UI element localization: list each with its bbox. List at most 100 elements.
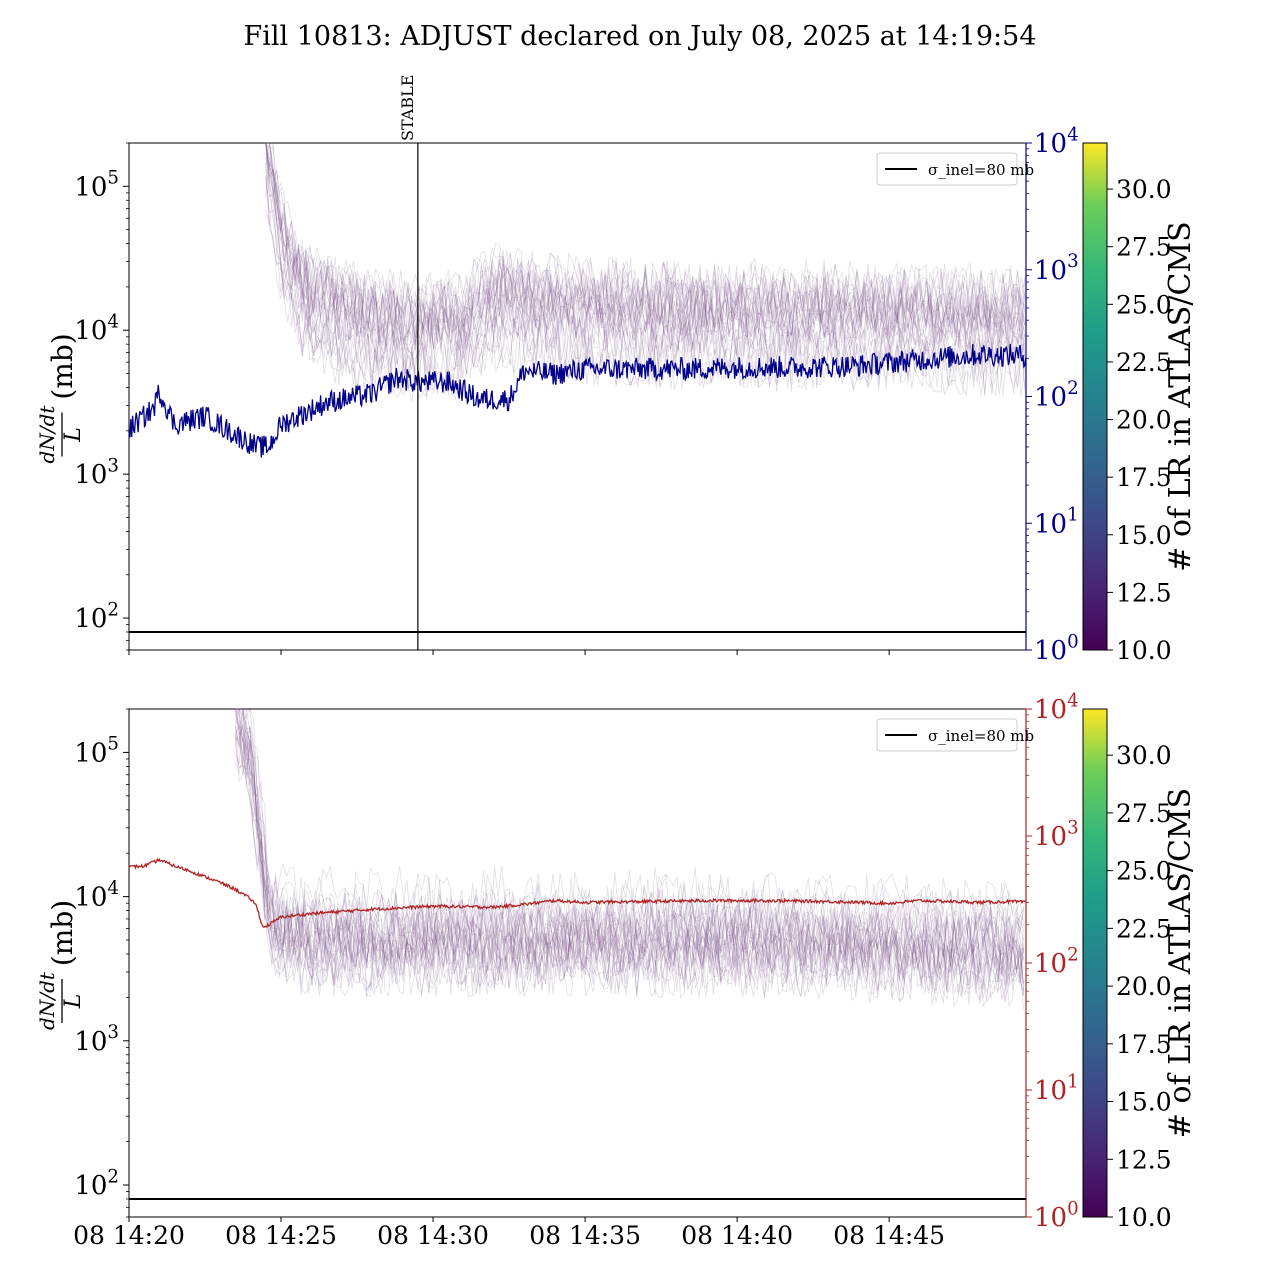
- bundle-line: [235, 710, 1024, 991]
- panel-bottom: 08 14:20 08 14:25 08 14:30 08 14:35 08 14:40…: [35, 690, 1079, 1250]
- right-y-tick-label: 100: [1034, 1198, 1079, 1233]
- bundle-line: [265, 142, 1026, 333]
- colorbar-label: # of LR in ATLAS/CMS: [1163, 221, 1198, 571]
- bundle-line: [265, 142, 1026, 333]
- legend-bottom: σ_inel=80 mb: [876, 718, 1034, 752]
- bundle-line: [235, 708, 1024, 971]
- x-tick-label: 08 14:30: [377, 1221, 489, 1250]
- colorbar-tick-label: 12.5: [1116, 1145, 1172, 1174]
- bundle-line: [235, 707, 1024, 940]
- colorbar-tick-label: 20.0: [1116, 406, 1172, 435]
- bundle-line: [265, 142, 1026, 354]
- colorbar-tick-label: 10.0: [1116, 1203, 1172, 1232]
- right-y-tick-label: 101: [1034, 1071, 1079, 1106]
- bundle-line: [235, 708, 1024, 978]
- y-tick-label: 103: [74, 1022, 119, 1057]
- y-ticks-right-bottom: 100 101 102 103 104: [1025, 690, 1079, 1233]
- colorbar-tick-label: 25.0: [1116, 290, 1172, 319]
- chart-title: Fill 10813: ADJUST declared on July 08, …: [244, 21, 1037, 52]
- colorbar-tick-label: 20.0: [1116, 972, 1172, 1001]
- colorbar-top: 10.0 12.5 15.0 17.5 20.0 22.5 25.0 27.5 30.0 # of…: [1082, 142, 1198, 665]
- y-tick-label: 103: [74, 455, 119, 490]
- right-y-tick-label: 104: [1034, 690, 1079, 725]
- x-tick-label: 08 14:40: [681, 1221, 793, 1250]
- colorbar-label: # of LR in ATLAS/CMS: [1163, 788, 1198, 1138]
- bundle-lines-bottom: [235, 707, 1024, 1010]
- bundle-line: [235, 737, 1024, 1008]
- x-ticks-top: [128, 650, 890, 655]
- colorbar-tick-label: 15.0: [1116, 521, 1172, 550]
- y-ticks-left-bottom: 102 103 104 105: [74, 708, 129, 1218]
- bundle-line: [235, 708, 1024, 982]
- bundle-line: [235, 708, 1024, 978]
- stable-label: STABLE: [398, 75, 417, 141]
- right-y-tick-label: 101: [1034, 505, 1079, 540]
- bundle-line: [235, 708, 1024, 947]
- bundle-line: [265, 177, 1026, 401]
- bundle-line: [235, 714, 1024, 994]
- bundle-line: [235, 708, 1024, 980]
- right-y-tick-label: 102: [1034, 944, 1079, 979]
- plot-area-bottom: [128, 708, 1027, 1218]
- bundle-line: [265, 142, 1026, 347]
- bundle-line: [235, 725, 1024, 981]
- bundle-line: [265, 142, 1026, 346]
- bundle-line: [265, 152, 1026, 395]
- legend-top: σ_inel=80 mb: [876, 152, 1034, 186]
- series-line-bottom: [128, 857, 1026, 928]
- bundle-line: [235, 708, 1024, 958]
- bundle-line: [235, 708, 1024, 969]
- bundle-line: [265, 142, 1026, 359]
- bundle-line: [265, 142, 1025, 356]
- colorbar-tick-label: 17.5: [1116, 1030, 1172, 1059]
- bundle-line: [235, 708, 1024, 961]
- right-y-tick-label: 103: [1034, 817, 1079, 852]
- colorbar-tick-label: 12.5: [1116, 578, 1172, 607]
- bundle-line: [265, 142, 1026, 345]
- bundle-line: [235, 708, 1024, 974]
- colorbar-tick-label: 10.0: [1116, 636, 1172, 665]
- y-axis-label-top: dN/dtL(mb): [35, 333, 86, 463]
- bundle-line: [265, 153, 1026, 346]
- colorbar-tick-label: 22.5: [1116, 348, 1172, 377]
- colorbar-tick-label: 30.0: [1116, 741, 1172, 770]
- y-tick-label: 105: [74, 168, 119, 203]
- bundle-line: [265, 142, 1026, 375]
- x-tick-label: 08 14:25: [225, 1221, 337, 1250]
- y-ticks-right-top: 100 101 102 103 104: [1025, 124, 1079, 666]
- colorbar-tick-label: 25.0: [1116, 857, 1172, 886]
- x-tick-label: 08 14:35: [529, 1221, 641, 1250]
- colorbar-gradient: [1082, 142, 1108, 651]
- series-line-top: [128, 343, 1027, 458]
- y-ticks-left-top: 102 103 104 105: [74, 142, 129, 651]
- right-y-tick-label: 100: [1034, 631, 1079, 666]
- y-tick-label: 102: [74, 599, 119, 634]
- bundle-line: [235, 708, 1024, 955]
- bundle-line: [265, 144, 1026, 349]
- x-tick-label: 08 14:45: [833, 1221, 945, 1250]
- bundle-line: [235, 708, 1024, 984]
- bundle-line: [265, 142, 1026, 329]
- y-tick-label: 105: [74, 734, 119, 769]
- bundle-line: [235, 734, 1024, 984]
- y-axis-label-bottom: dN/dtL(mb): [35, 900, 86, 1030]
- bundle-line: [265, 142, 1026, 366]
- bundle-line: [265, 142, 1026, 343]
- bundle-line: [265, 142, 1026, 351]
- bundle-line: [235, 719, 1024, 996]
- legend-label-top: σ_inel=80 mb: [928, 161, 1034, 179]
- bundle-line: [265, 142, 1026, 354]
- x-ticks-bottom: 08 14:20 08 14:25 08 14:30 08 14:35 08 14:40…: [73, 1217, 945, 1250]
- bundle-line: [235, 719, 1024, 990]
- bundle-line: [235, 708, 1024, 970]
- plot-area-top: [128, 142, 1027, 651]
- y-tick-label: 104: [74, 878, 119, 913]
- colorbar-gradient: [1082, 708, 1108, 1218]
- colorbar-bottom: 10.0 12.5 15.0 17.5 20.0 22.5 25.0 27.5 30.0 # of…: [1082, 708, 1198, 1232]
- bundle-line: [265, 142, 1026, 375]
- x-tick-label: 08 14:20: [73, 1221, 185, 1250]
- colorbar-tick-label: 17.5: [1116, 463, 1172, 492]
- colorbar-tick-label: 15.0: [1116, 1088, 1172, 1117]
- bundle-line: [265, 161, 1026, 387]
